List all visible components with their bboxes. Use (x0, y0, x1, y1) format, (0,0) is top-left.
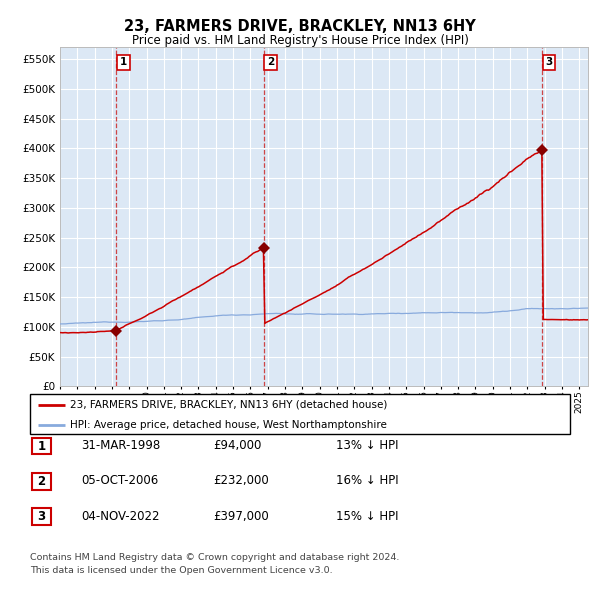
Text: 05-OCT-2006: 05-OCT-2006 (81, 474, 158, 487)
Bar (32, 509, 51, 525)
Text: 04-NOV-2022: 04-NOV-2022 (81, 510, 160, 523)
Text: 1: 1 (120, 57, 127, 67)
Text: Contains HM Land Registry data © Crown copyright and database right 2024.: Contains HM Land Registry data © Crown c… (30, 553, 400, 562)
Text: This data is licensed under the Open Government Licence v3.0.: This data is licensed under the Open Gov… (30, 566, 332, 575)
Text: 16% ↓ HPI: 16% ↓ HPI (336, 474, 398, 487)
Text: 13% ↓ HPI: 13% ↓ HPI (336, 439, 398, 452)
Text: £397,000: £397,000 (213, 510, 269, 523)
Text: 15% ↓ HPI: 15% ↓ HPI (336, 510, 398, 523)
Text: HPI: Average price, detached house, West Northamptonshire: HPI: Average price, detached house, West… (71, 420, 388, 430)
Text: 1: 1 (37, 440, 46, 453)
Text: 23, FARMERS DRIVE, BRACKLEY, NN13 6HY: 23, FARMERS DRIVE, BRACKLEY, NN13 6HY (124, 19, 476, 34)
Bar (32, 473, 51, 490)
Text: 31-MAR-1998: 31-MAR-1998 (81, 439, 160, 452)
Text: 2: 2 (37, 475, 46, 488)
Text: 2: 2 (267, 57, 274, 67)
Text: £232,000: £232,000 (213, 474, 269, 487)
Text: 23, FARMERS DRIVE, BRACKLEY, NN13 6HY (detached house): 23, FARMERS DRIVE, BRACKLEY, NN13 6HY (d… (71, 400, 388, 410)
Bar (32, 438, 51, 454)
Text: 3: 3 (545, 57, 553, 67)
Text: £94,000: £94,000 (213, 439, 262, 452)
Text: 3: 3 (37, 510, 46, 523)
Text: Price paid vs. HM Land Registry's House Price Index (HPI): Price paid vs. HM Land Registry's House … (131, 34, 469, 47)
